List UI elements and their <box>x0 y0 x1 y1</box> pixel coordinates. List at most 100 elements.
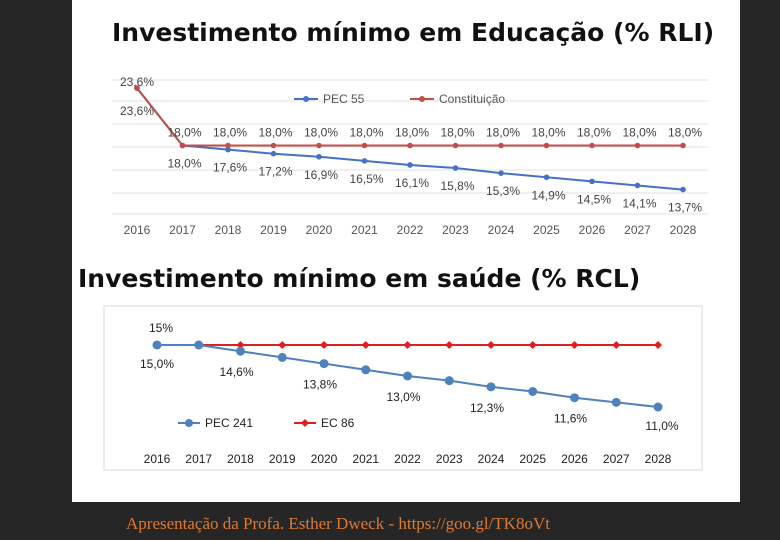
data-label: 23,6% <box>120 104 154 118</box>
data-label: 14,1% <box>622 196 656 210</box>
x-tick-label: 2021 <box>352 452 379 466</box>
x-tick-label: 2019 <box>269 452 296 466</box>
data-label: 18,0% <box>531 126 565 140</box>
data-point <box>278 341 287 349</box>
data-point <box>452 142 459 149</box>
data-label: 23,6% <box>120 75 154 89</box>
x-tick-label: 2023 <box>442 223 469 237</box>
legend-label: PEC 241 <box>205 416 253 430</box>
data-point <box>270 142 277 149</box>
data-point <box>316 153 322 160</box>
data-point <box>361 341 370 349</box>
x-tick-label: 2025 <box>519 452 546 466</box>
data-point <box>570 393 579 403</box>
data-point <box>570 341 579 349</box>
data-label: 18,0% <box>668 126 702 140</box>
data-label: 18,0% <box>304 126 338 140</box>
data-point <box>654 341 662 349</box>
x-tick-label: 2022 <box>397 223 424 237</box>
data-label: 14,9% <box>531 188 565 202</box>
data-point <box>634 182 641 189</box>
legend-label: PEC 55 <box>323 92 365 106</box>
data-point <box>634 142 641 149</box>
data-point <box>403 341 412 349</box>
x-tick-label: 2017 <box>185 452 212 466</box>
data-label: 11,6% <box>554 412 587 426</box>
data-point <box>528 387 538 396</box>
data-label: 18,0% <box>577 126 611 140</box>
data-point <box>498 142 504 149</box>
health-chart-title: Investimento mínimo em saúde (% RCL) <box>78 264 641 293</box>
data-point <box>236 346 245 356</box>
data-label: 13,0% <box>386 390 420 404</box>
x-tick-label: 2027 <box>603 452 630 466</box>
data-point <box>589 178 595 185</box>
data-label: 18,0% <box>258 126 292 140</box>
data-point <box>277 352 287 362</box>
data-label: 12,3% <box>470 401 504 415</box>
legend-marker <box>185 419 193 427</box>
data-point <box>152 340 162 350</box>
data-point <box>179 142 186 149</box>
data-point <box>407 142 413 149</box>
data-label: 18,0% <box>167 126 201 140</box>
legend-marker <box>419 96 425 102</box>
data-point <box>225 146 231 153</box>
data-label: 18,0% <box>349 126 383 140</box>
data-point <box>134 85 140 91</box>
data-point <box>194 340 204 350</box>
data-label: 16,9% <box>304 168 338 182</box>
x-tick-label: 2018 <box>215 223 242 237</box>
data-point <box>444 376 454 386</box>
data-label: 15,0% <box>140 357 174 371</box>
data-point <box>543 174 550 181</box>
data-point <box>653 402 663 412</box>
data-label: 14,5% <box>577 192 611 206</box>
data-label: 18,0% <box>440 126 474 140</box>
data-point <box>316 142 322 149</box>
slide-panel: Investimento mínimo em Educação (% RLI) … <box>72 0 740 502</box>
x-tick-label: 2021 <box>351 223 378 237</box>
data-point <box>680 186 686 193</box>
data-point <box>236 341 245 349</box>
data-point <box>361 158 368 164</box>
data-point <box>319 359 329 369</box>
data-label: 15,3% <box>486 184 520 198</box>
data-point <box>543 142 550 149</box>
data-point <box>487 341 495 349</box>
data-point <box>486 382 496 392</box>
data-label: 18,0% <box>622 126 656 140</box>
x-tick-label: 2022 <box>394 452 421 466</box>
legend-marker <box>303 96 309 102</box>
data-point <box>611 397 621 407</box>
x-tick-label: 2023 <box>436 452 463 466</box>
data-point <box>403 371 412 381</box>
data-point <box>361 365 371 375</box>
data-point <box>407 162 413 168</box>
x-tick-label: 2019 <box>260 223 287 237</box>
data-point <box>589 142 595 149</box>
data-point <box>612 341 621 349</box>
data-label: 16,5% <box>349 172 383 186</box>
x-tick-label: 2018 <box>227 452 254 466</box>
legend-marker <box>301 419 309 427</box>
data-point <box>361 142 368 149</box>
data-label: 18,0% <box>395 126 429 140</box>
x-tick-label: 2024 <box>478 452 505 466</box>
data-point <box>320 341 328 349</box>
legend-label: EC 86 <box>321 416 355 430</box>
data-label: 18,0% <box>167 157 201 171</box>
data-point <box>680 142 686 149</box>
x-tick-label: 2020 <box>311 452 338 466</box>
x-tick-label: 2026 <box>579 223 606 237</box>
x-tick-label: 2016 <box>144 452 171 466</box>
data-label: 15,8% <box>440 179 474 193</box>
x-tick-label: 2028 <box>670 223 697 237</box>
data-label: 17,2% <box>258 165 292 179</box>
x-tick-label: 2024 <box>488 223 515 237</box>
data-point <box>528 341 537 349</box>
education-chart-title: Investimento mínimo em Educação (% RLI) <box>112 18 715 47</box>
data-label: 18,0% <box>213 126 247 140</box>
credit-line: Apresentação da Profa. Esther Dweck - ht… <box>126 514 550 533</box>
x-tick-label: 2026 <box>561 452 588 466</box>
